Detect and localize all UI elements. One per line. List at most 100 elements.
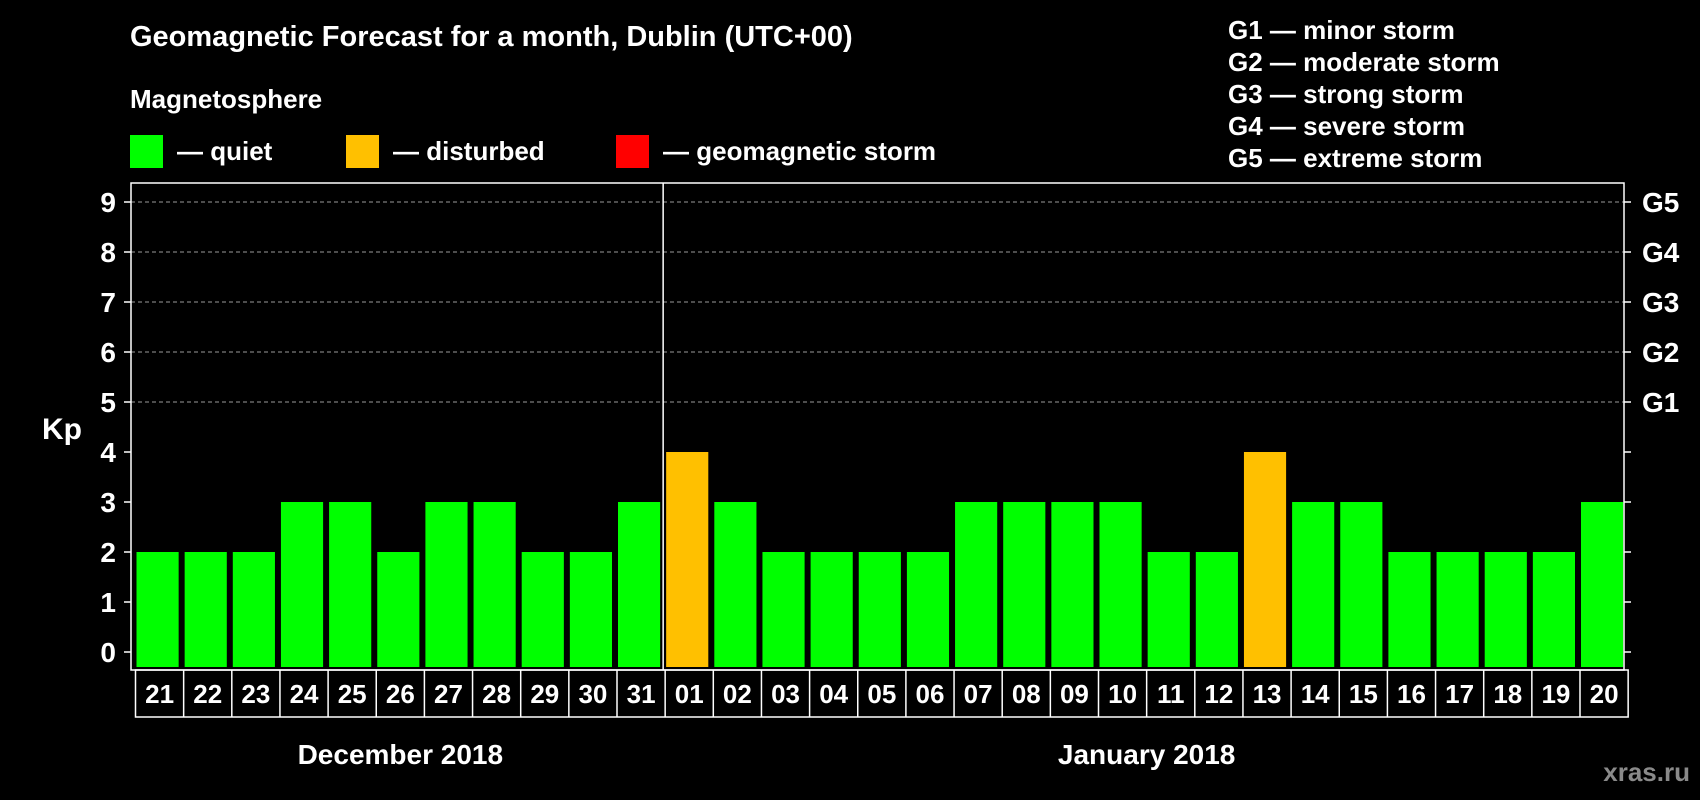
x-tick-label-07: 07	[964, 679, 993, 709]
x-tick-label-26: 26	[386, 679, 415, 709]
x-tick-label-18: 18	[1493, 679, 1522, 709]
storm-level-g5: G5 — extreme storm	[1228, 143, 1483, 173]
x-tick-label-29: 29	[530, 679, 559, 709]
x-tick-label-12: 12	[1204, 679, 1233, 709]
x-tick-label-layer: 21 22 23 24 25 26 27 28 29 30 31 01 02 03 04 05 06 07 08 09…	[134, 669, 1629, 718]
right-axis-label-g2: G2	[1642, 337, 1679, 368]
y-tick-label-0: 0	[100, 637, 116, 668]
x-tick-label-13: 13	[1253, 679, 1282, 709]
bar-07	[955, 502, 998, 667]
right-axis-label-g5: G5	[1642, 187, 1679, 218]
x-tick-label-25: 25	[338, 679, 367, 709]
month-label-1: January 2018	[1058, 739, 1235, 770]
bar-13	[1243, 452, 1287, 667]
x-tick-label-31: 31	[627, 679, 656, 709]
x-tick-label-21: 21	[145, 679, 174, 709]
bar-23	[232, 552, 275, 667]
bar-28	[473, 502, 516, 667]
x-tick-label-04: 04	[819, 679, 848, 709]
storm-level-g3: G3 — strong storm	[1228, 79, 1464, 109]
bar-24	[280, 502, 324, 667]
x-tick-label-16: 16	[1397, 679, 1426, 709]
y-tick-label-1: 1	[100, 587, 116, 618]
x-tick-label-01: 01	[675, 679, 704, 709]
storm-level-g4: G4 — severe storm	[1228, 111, 1466, 141]
y-tick-label-4: 4	[100, 437, 116, 468]
bar-08	[1003, 502, 1046, 667]
bar-18	[1484, 552, 1527, 667]
x-tick-label-03: 03	[771, 679, 800, 709]
x-tick-label-15: 15	[1349, 679, 1378, 709]
y-tick-label-2: 2	[100, 537, 116, 568]
bar-09	[1051, 502, 1094, 667]
x-tick-label-19: 19	[1541, 679, 1570, 709]
x-tick-label-22: 22	[193, 679, 222, 709]
bar-20	[1581, 502, 1624, 667]
bar-31	[618, 502, 661, 667]
x-tick-label-14: 14	[1301, 679, 1330, 709]
y-tick-label-6: 6	[100, 337, 116, 368]
legend-item-storm: — geomagnetic storm	[616, 134, 936, 168]
legend-item-quiet: — quiet	[130, 134, 272, 168]
bar-30	[569, 552, 612, 667]
bar-layer	[136, 452, 1624, 667]
bar-27	[425, 502, 468, 667]
bar-16	[1388, 552, 1431, 667]
x-tick-label-17: 17	[1445, 679, 1474, 709]
y-tick-label-9: 9	[100, 187, 116, 218]
bar-29	[521, 552, 564, 667]
legend-swatch-quiet	[130, 134, 163, 168]
x-tick-label-10: 10	[1108, 679, 1137, 709]
y-tick-label-5: 5	[100, 387, 116, 418]
bar-12	[1195, 552, 1238, 667]
bar-15	[1340, 502, 1383, 667]
storm-level-g1: G1 — minor storm	[1228, 15, 1455, 45]
bar-11	[1147, 552, 1190, 667]
y-axis-label: Kp	[42, 413, 82, 446]
month-label-0: December 2018	[298, 739, 503, 770]
right-axis-label-g3: G3	[1642, 287, 1679, 318]
bar-03	[762, 552, 805, 667]
x-tick-label-05: 05	[867, 679, 896, 709]
x-tick-label-27: 27	[434, 679, 463, 709]
x-tick-label-06: 06	[916, 679, 945, 709]
bar-02	[714, 502, 757, 667]
legend-swatch-storm	[616, 134, 649, 168]
x-label-box-outline	[134, 669, 1629, 718]
legend-label-quiet: — quiet	[177, 135, 273, 166]
magnetosphere-legend-title: Magnetosphere	[130, 84, 323, 114]
y-tick-label-3: 3	[100, 487, 116, 518]
bar-19	[1532, 552, 1575, 667]
bar-06	[906, 552, 950, 667]
bar-01	[666, 452, 709, 667]
legend-item-disturbed: — disturbed	[346, 134, 545, 168]
y-tick-label-7: 7	[100, 287, 116, 318]
bar-25	[329, 502, 372, 667]
bar-05	[858, 552, 901, 667]
bar-14	[1292, 502, 1335, 667]
watermark: xras.ru	[1603, 757, 1690, 787]
x-tick-label-28: 28	[482, 679, 511, 709]
legend-swatch-disturbed	[346, 134, 379, 168]
x-tick-label-11: 11	[1157, 679, 1185, 709]
bar-22	[184, 552, 227, 667]
grid-layer	[131, 201, 1624, 403]
bar-04	[810, 552, 853, 667]
legend-label-disturbed: — disturbed	[393, 135, 545, 166]
chart-title: Geomagnetic Forecast for a month, Dublin…	[130, 21, 853, 53]
legend-label-storm: — geomagnetic storm	[663, 135, 937, 166]
x-tick-label-20: 20	[1590, 679, 1619, 709]
right-axis-label-g4: G4	[1642, 237, 1680, 268]
x-tick-label-24: 24	[290, 679, 319, 709]
storm-level-g2: G2 — moderate storm	[1228, 47, 1500, 77]
axis-layer: 0 1 2 3 4 5 6 7 8 9 G1 G2 G3 G4 G5	[100, 187, 1679, 668]
month-label-layer: December 2018 January 2018	[298, 739, 1236, 770]
right-axis-label-g1: G1	[1642, 387, 1679, 418]
storm-level-legend: G1 — minor storm G2 — moderate storm G3 …	[1228, 14, 1500, 174]
x-tick-label-02: 02	[723, 679, 752, 709]
x-tick-label-23: 23	[241, 679, 270, 709]
x-tick-label-09: 09	[1060, 679, 1089, 709]
bar-21	[136, 552, 179, 667]
bar-17	[1436, 552, 1479, 667]
